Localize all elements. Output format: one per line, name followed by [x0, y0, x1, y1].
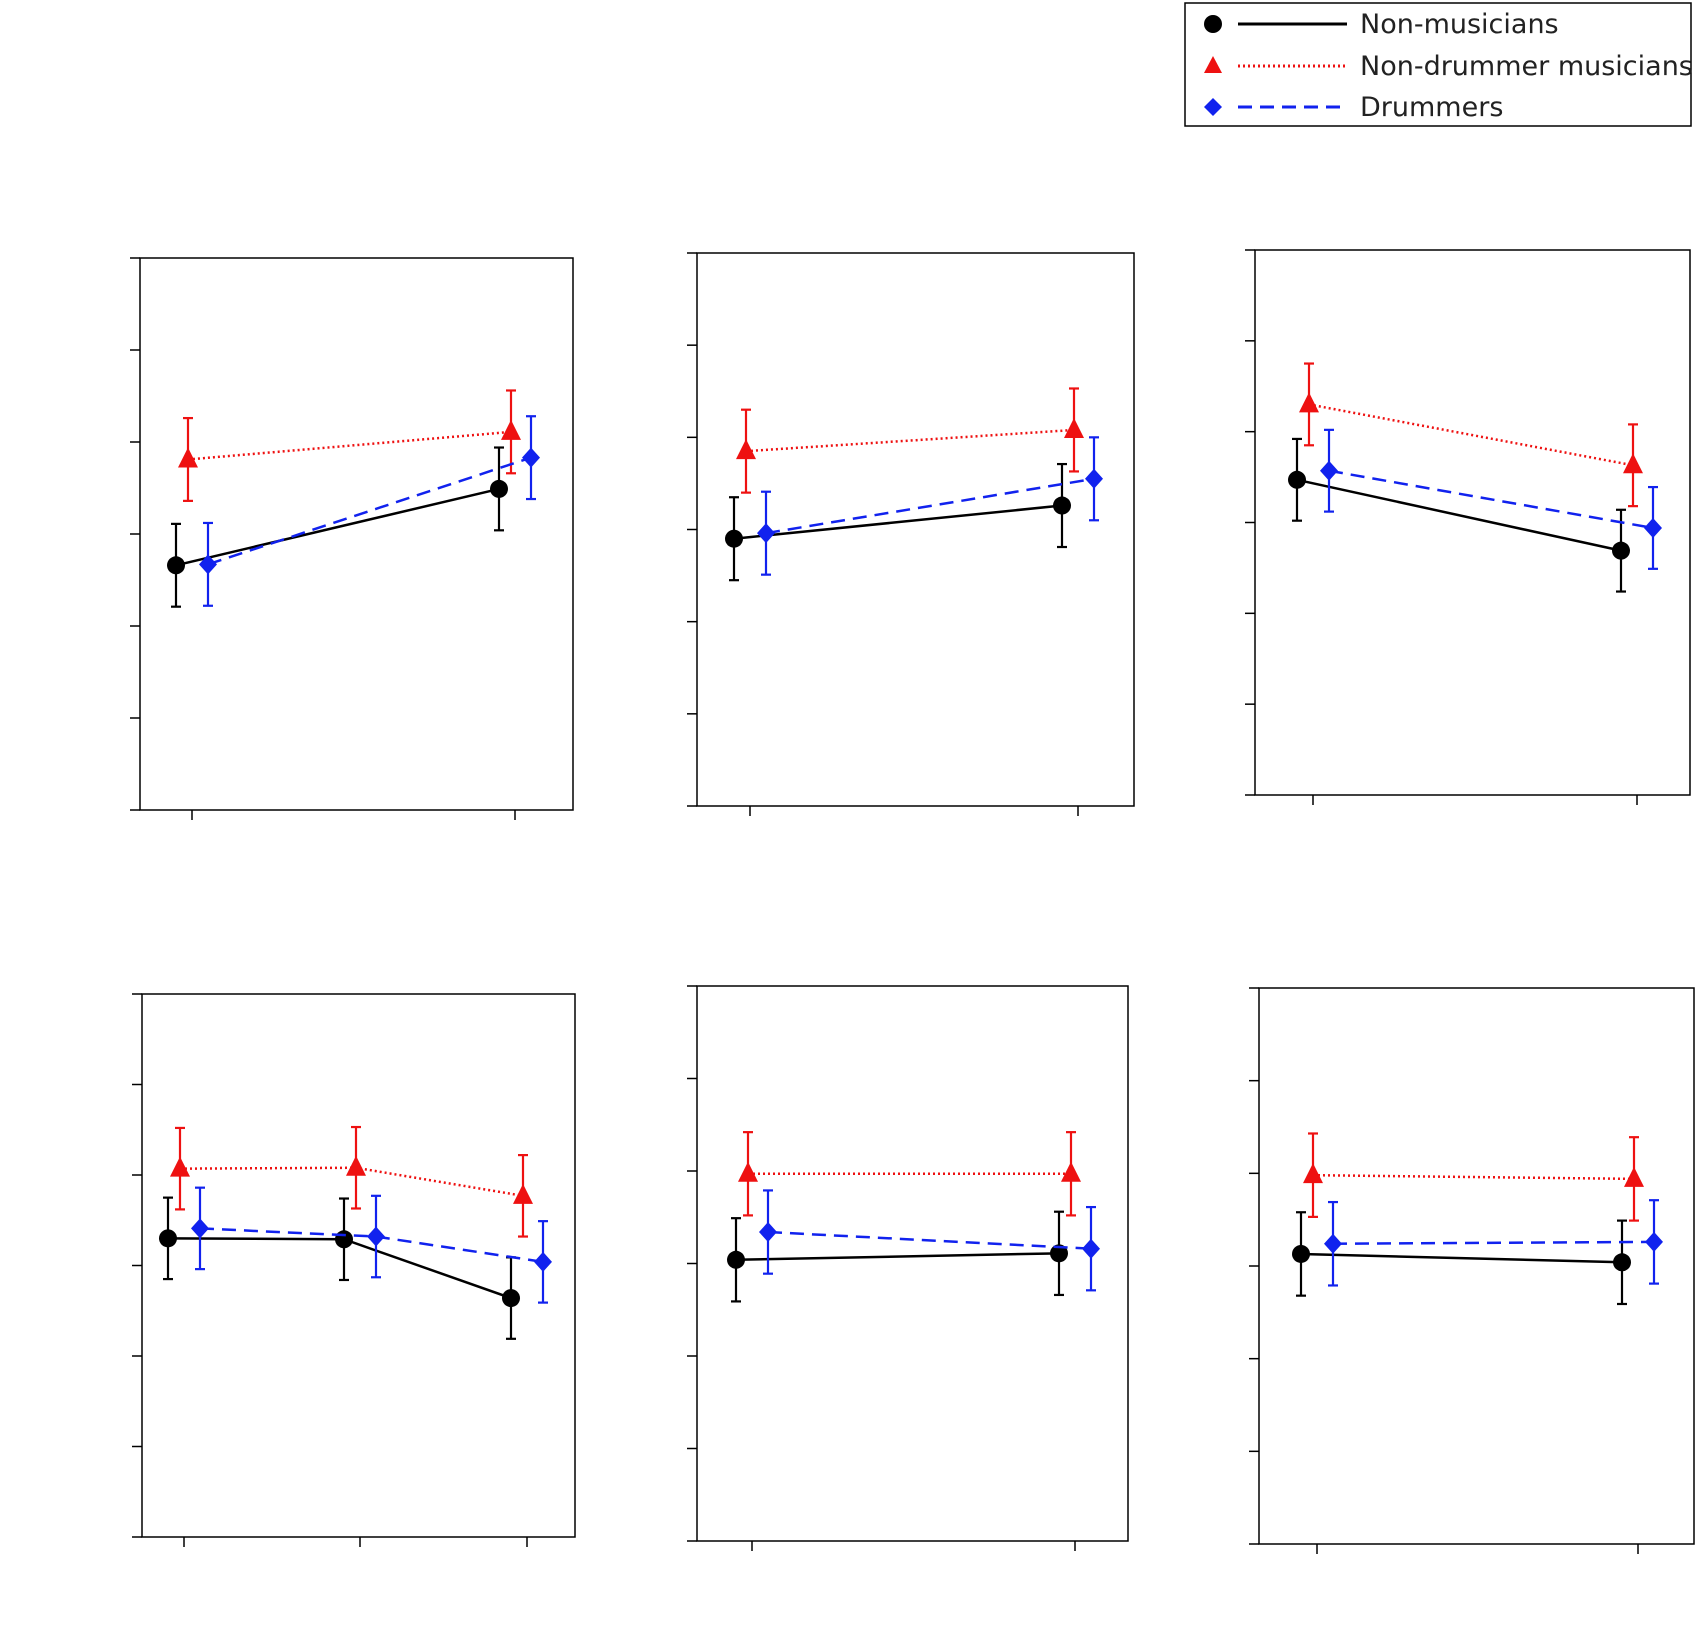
data-point — [513, 1183, 533, 1204]
series-line — [167, 1237, 512, 1300]
series-line — [175, 487, 500, 567]
series-drummers — [191, 1186, 552, 1304]
series-non-musicians — [725, 462, 1071, 582]
series-drummers — [199, 415, 540, 607]
series-non-musicians — [159, 1196, 520, 1340]
data-point — [191, 1218, 209, 1239]
panels — [130, 249, 1695, 1554]
data-point — [738, 1161, 758, 1182]
series-line — [1328, 469, 1654, 530]
series-non-drummer-musicians — [178, 389, 521, 502]
data-point — [1292, 1244, 1310, 1263]
series-non-musicians — [167, 446, 508, 608]
series-line — [1296, 478, 1622, 552]
data-point — [199, 554, 217, 575]
legend-label-drummers: Drummers — [1360, 92, 1503, 123]
series-line — [735, 1252, 1060, 1262]
data-point — [1085, 468, 1103, 489]
legend-triangle-marker — [1204, 56, 1222, 73]
panel-a-frame — [139, 257, 574, 811]
series-line — [187, 430, 512, 461]
data-point — [1050, 1244, 1068, 1263]
data-point — [1299, 392, 1319, 413]
data-point — [757, 523, 775, 544]
data-point — [1624, 1166, 1644, 1187]
data-point — [159, 1229, 177, 1248]
data-point — [1064, 417, 1084, 438]
series-line — [765, 477, 1095, 535]
series-line — [767, 1230, 1092, 1250]
data-point — [170, 1156, 190, 1177]
series-line — [1300, 1252, 1623, 1264]
data-point — [1613, 1253, 1631, 1272]
series-drummers — [757, 436, 1103, 576]
legend-circle-marker — [1204, 15, 1222, 33]
series-drummers — [1324, 1199, 1663, 1287]
panel-f — [1249, 987, 1695, 1554]
data-point — [1061, 1161, 1081, 1182]
series-non-drummer-musicians — [1303, 1132, 1644, 1222]
series-non-drummer-musicians — [170, 1125, 533, 1238]
data-point — [1053, 496, 1071, 515]
panel-c-frame — [1254, 249, 1691, 796]
panel-e-frame — [696, 985, 1129, 1542]
data-point — [335, 1230, 353, 1249]
data-point — [1612, 541, 1630, 560]
series-drummers — [1320, 428, 1662, 570]
series-drummers — [759, 1189, 1100, 1292]
legend-label-non-drummer-musicians: Non-drummer musicians — [1360, 51, 1693, 82]
data-point — [759, 1222, 777, 1243]
data-point — [534, 1251, 552, 1272]
panel-e — [687, 985, 1129, 1551]
series-non-drummer-musicians — [736, 387, 1084, 494]
data-point — [736, 439, 756, 460]
series-non-drummer-musicians — [738, 1131, 1081, 1217]
series-line — [1332, 1240, 1655, 1246]
series-line — [1308, 403, 1634, 467]
series-non-musicians — [1288, 437, 1630, 593]
series-line — [1312, 1173, 1635, 1181]
panel-d — [132, 993, 576, 1547]
data-point — [725, 529, 743, 548]
panel-a — [130, 257, 574, 820]
panel-c — [1245, 249, 1691, 805]
data-point — [490, 479, 508, 498]
data-point — [502, 1289, 520, 1308]
legend-label-non-musicians: Non-musicians — [1360, 9, 1559, 40]
series-non-musicians — [1292, 1211, 1631, 1306]
data-point — [727, 1250, 745, 1269]
legend-diamond-marker — [1204, 98, 1222, 116]
series-non-musicians — [727, 1210, 1068, 1303]
data-point — [167, 556, 185, 575]
series-line — [733, 504, 1063, 540]
series-line — [207, 456, 532, 566]
legend: Non-musicians Non-drummer musicians Drum… — [1184, 2, 1693, 127]
data-point — [367, 1226, 385, 1247]
series-non-drummer-musicians — [1299, 362, 1643, 508]
panel-b — [687, 252, 1135, 816]
data-point — [1324, 1233, 1342, 1254]
data-point — [501, 419, 521, 440]
series-line — [745, 428, 1075, 453]
data-point — [1644, 517, 1662, 538]
data-point — [1623, 453, 1643, 474]
data-point — [346, 1155, 366, 1176]
data-point — [1288, 470, 1306, 489]
data-point — [1645, 1231, 1663, 1252]
data-point — [522, 447, 540, 468]
data-point — [1303, 1163, 1323, 1184]
data-point — [1082, 1238, 1100, 1259]
data-point — [1320, 460, 1338, 481]
data-point — [178, 447, 198, 468]
